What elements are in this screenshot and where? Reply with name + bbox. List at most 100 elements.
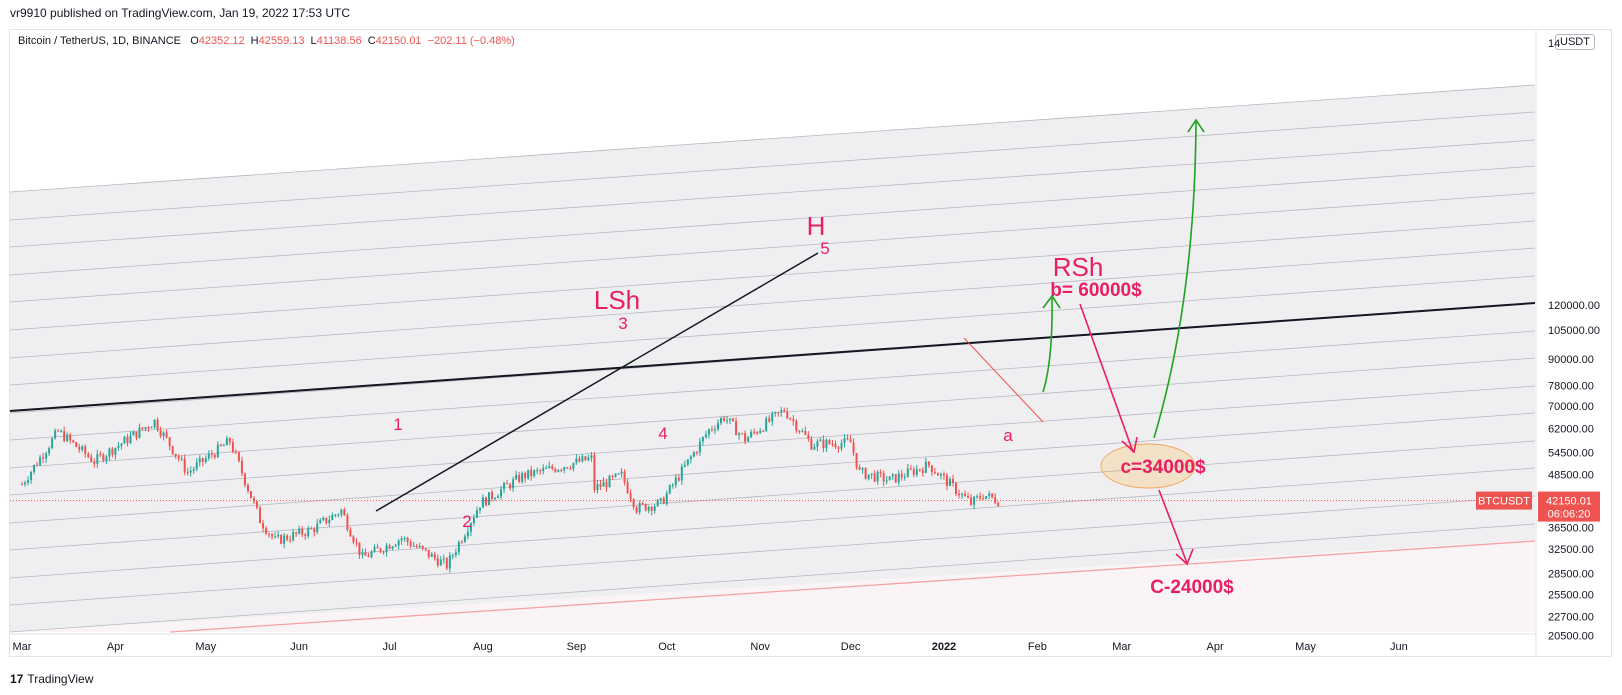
candle-body [147, 427, 150, 429]
candle-body [662, 498, 665, 504]
candle-body [213, 455, 216, 458]
candle-body [840, 443, 843, 449]
candle-body [135, 431, 138, 438]
candle-body [512, 479, 515, 489]
candle-body [964, 493, 967, 497]
candle-body [379, 548, 382, 552]
time-tick-label: Mar [1112, 641, 1131, 653]
candle-body [430, 553, 433, 557]
candle-body [192, 468, 195, 471]
candle-body [849, 439, 852, 443]
candle-body [945, 475, 948, 486]
last-price-text: 42150.01 [1546, 496, 1592, 508]
candle-body [478, 507, 481, 511]
candle-body [289, 539, 292, 541]
candle-body [141, 427, 144, 430]
candle-body [593, 455, 596, 490]
symbol-name[interactable]: Bitcoin / TetherUS, 1D, BINANCE [18, 35, 182, 47]
candle-body [195, 462, 198, 469]
candle-body [331, 515, 334, 520]
candle-body [117, 445, 120, 448]
candle-body [337, 514, 340, 516]
falling-wedge-line [963, 337, 1044, 423]
candle-body [243, 473, 246, 486]
candle-body [647, 506, 650, 511]
candle-body [391, 546, 394, 549]
candle-body [704, 434, 707, 438]
candle-body [249, 491, 252, 499]
candle-body [716, 423, 719, 430]
close-value: 42150.01 [375, 35, 422, 47]
candle-body [955, 483, 957, 494]
candle-body [198, 458, 201, 463]
candle-body [421, 545, 424, 549]
candle-body [530, 469, 533, 477]
wave-label-b: b= 60000$ [1050, 280, 1142, 301]
candle-body [500, 489, 503, 497]
pink-arrow-to-c-head [1121, 436, 1138, 454]
candle-body [542, 468, 545, 471]
candle-body [129, 435, 132, 444]
candle-body [90, 456, 93, 462]
candle-body [575, 458, 578, 464]
candle-body [277, 534, 280, 537]
neckline [9, 302, 1536, 412]
candle-body [563, 467, 566, 470]
time-tick-label: Apr [107, 641, 124, 653]
candle-body [698, 441, 701, 453]
candle-body [385, 545, 388, 553]
candle-body [991, 493, 994, 498]
candle-body [729, 418, 732, 421]
chart-frame [9, 29, 1612, 657]
candle-body [424, 548, 427, 550]
tradingview-logo[interactable]: 17 TradingView [10, 672, 94, 686]
candle-body [967, 496, 970, 498]
candle-body [325, 517, 328, 524]
candle-body [204, 458, 207, 462]
candle-body [792, 419, 795, 422]
price-tick-label: 120000.00 [1548, 300, 1600, 312]
channel-line [9, 165, 1536, 276]
candle-body [614, 473, 617, 477]
candle-body [358, 542, 361, 555]
candle-body [774, 412, 777, 414]
candle-body [364, 552, 367, 556]
channel-line [9, 440, 1536, 551]
candle-body [60, 430, 63, 432]
candle-body [27, 480, 30, 483]
candle-body [590, 455, 593, 458]
candle-body [460, 541, 463, 543]
candle-body [623, 471, 626, 483]
candle-body [560, 469, 563, 471]
candle-body [506, 482, 509, 485]
candle-body [683, 464, 686, 467]
candle-body [674, 477, 677, 485]
countdown-text: 06:06:20 [1548, 509, 1591, 521]
price-tick-label: 54500.00 [1548, 448, 1594, 460]
candle-body [120, 443, 123, 446]
candle-body [484, 497, 487, 506]
candle-body [723, 418, 726, 421]
channel-bands [9, 84, 1536, 633]
candle-body [373, 546, 376, 552]
candle-body [804, 430, 807, 435]
candle-body [557, 469, 560, 472]
high-value: 42559.13 [258, 35, 305, 47]
candle-body [741, 433, 744, 435]
candle-body [346, 515, 349, 530]
green-arrow-small [1042, 297, 1053, 393]
candle-body [777, 412, 780, 414]
channel-line [9, 412, 1536, 524]
candle-body [891, 474, 894, 477]
candle-body [298, 528, 301, 534]
candle-body [744, 433, 747, 442]
channel-fill [10, 85, 1535, 632]
candle-body [933, 472, 936, 474]
candle-body [436, 558, 439, 566]
candle-body [924, 461, 927, 473]
symbol-legend[interactable]: Bitcoin / TetherUS, 1D, BINANCE O42352.1… [18, 35, 515, 47]
currency-button[interactable]: USDT [1555, 34, 1595, 50]
price-tick-label: 36500.00 [1548, 522, 1594, 534]
drawings: 1 2 3 4 5 LSh H RSh a b= 60000$ c=34000$ C-24000$ [9, 118, 1536, 598]
